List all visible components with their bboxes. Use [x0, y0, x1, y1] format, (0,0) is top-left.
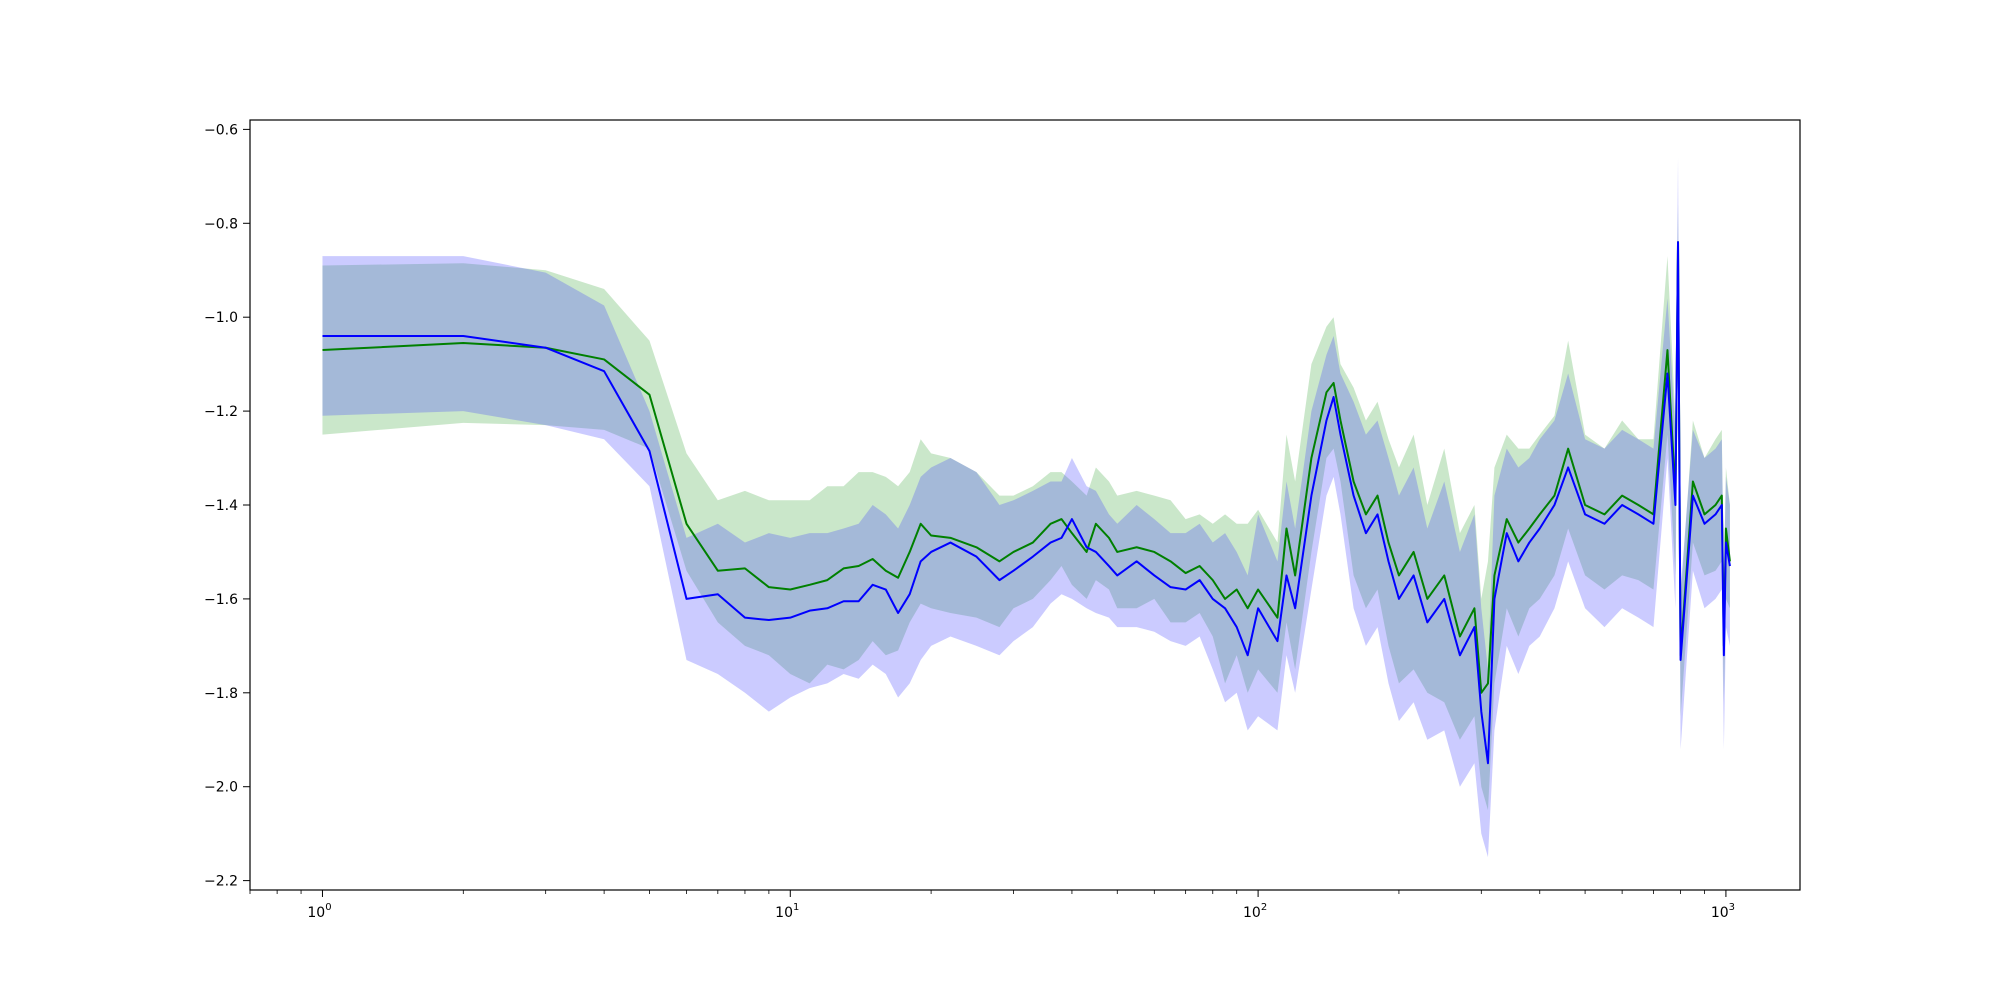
axes: −0.6 −0.8 −1.0 −1.2 −1.4 −1.6 −1.8 −2.0 −2.2 100 1…: [204, 122, 1735, 921]
series-2-band: [322, 157, 1730, 858]
x-tick-label: 102: [1243, 902, 1267, 921]
y-tick-label: −0.8: [204, 216, 238, 232]
series-2-line: [322, 241, 1731, 765]
y-tick-label: −1.2: [204, 404, 238, 420]
y-tick-label: −2.0: [204, 780, 238, 796]
y-tick-label: −1.8: [204, 686, 238, 702]
y-tick-label: −0.6: [204, 122, 238, 138]
y-tick-label: −1.6: [204, 592, 238, 608]
x-tick-label: 100: [307, 902, 331, 921]
x-tick-label: 103: [1711, 902, 1735, 921]
y-tick-label: −1.4: [204, 498, 238, 514]
x-tick-label: 101: [775, 902, 799, 921]
series-1-band: [322, 204, 1730, 811]
y-tick-label: −2.2: [204, 874, 238, 890]
series-1-line: [322, 241, 1731, 694]
plot-area: [322, 157, 1731, 858]
y-tick-label: −1.0: [204, 310, 238, 326]
